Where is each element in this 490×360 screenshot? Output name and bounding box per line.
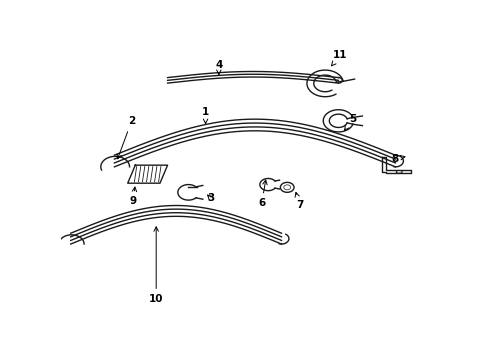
- Text: 6: 6: [258, 180, 267, 208]
- Text: 1: 1: [202, 107, 209, 123]
- Text: 9: 9: [130, 187, 137, 207]
- Text: 4: 4: [215, 59, 222, 75]
- Text: 3: 3: [207, 193, 215, 203]
- Text: 5: 5: [344, 114, 357, 130]
- Text: 10: 10: [149, 227, 164, 304]
- Text: 8: 8: [391, 154, 405, 164]
- Text: 11: 11: [331, 50, 347, 66]
- Text: 2: 2: [117, 116, 135, 159]
- Text: 7: 7: [295, 193, 303, 210]
